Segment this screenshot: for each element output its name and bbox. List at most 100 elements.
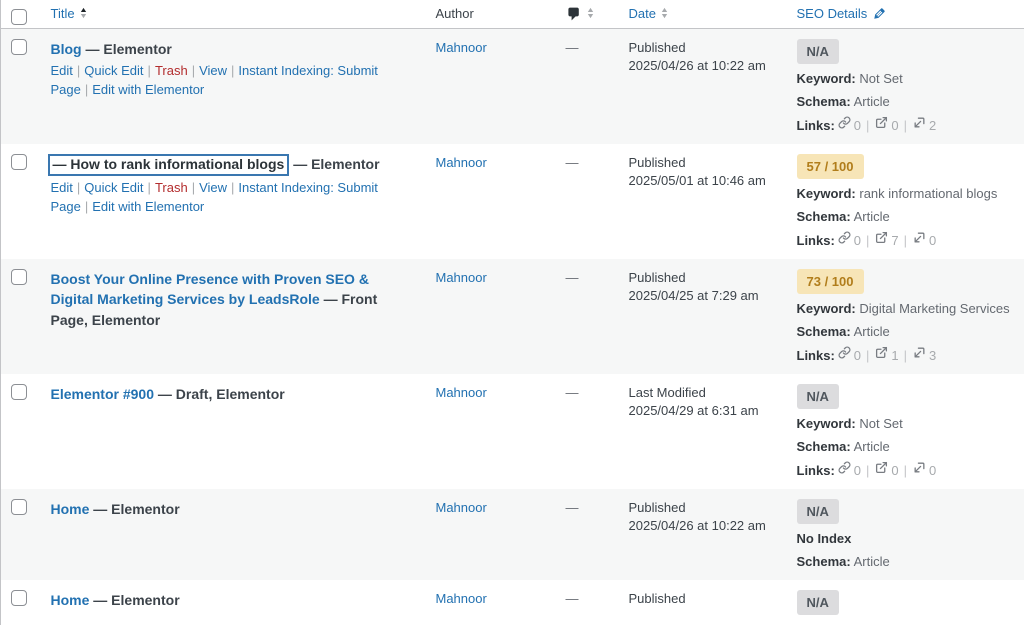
row-checkbox[interactable]: [11, 269, 27, 285]
internal-link-icon: [838, 461, 851, 478]
author-link[interactable]: Mahnoor: [436, 270, 487, 285]
page-title-link[interactable]: Blog: [51, 41, 82, 57]
select-all-checkbox[interactable]: [11, 9, 27, 25]
column-header-author: Author: [426, 0, 556, 28]
publish-status: Published: [629, 269, 777, 288]
incoming-links-count: 0: [927, 233, 938, 248]
quick-edit-action[interactable]: Quick Edit: [84, 63, 143, 78]
seo-noindex-line: No Index: [797, 530, 1015, 547]
sort-arrows-title: ▲▼: [80, 8, 87, 20]
edit-with-elementor-action[interactable]: Edit with Elementor: [92, 82, 204, 97]
links-label: Links:: [797, 233, 835, 248]
table-body: Blog — Elementor Edit | Quick Edit | Trash | V…: [1, 28, 1024, 625]
page-title: Home — Elementor: [51, 501, 180, 517]
date-cell: Published: [619, 580, 787, 625]
comments-cell: —: [556, 144, 619, 259]
keyword-label: Keyword:: [797, 416, 856, 431]
sort-title-link[interactable]: Title▲▼: [51, 6, 87, 21]
row-select-cell: [1, 580, 41, 625]
seo-column-label: SEO Details: [797, 6, 868, 21]
row-select-cell: [1, 489, 41, 580]
trash-action[interactable]: Trash: [155, 180, 188, 195]
sort-comments-link[interactable]: ▲▼: [566, 5, 594, 20]
internal-link-icon: [838, 116, 851, 133]
author-link[interactable]: Mahnoor: [436, 500, 487, 515]
publish-status: Published: [629, 154, 777, 173]
publish-datetime: 2025/04/26 at 10:22 am: [629, 57, 777, 76]
links-label: Links:: [797, 118, 835, 133]
page-title: — How to rank informational blogs — Elem…: [51, 156, 380, 172]
external-links-count: 1: [889, 348, 900, 363]
incoming-link-icon: [913, 231, 926, 248]
internal-link-icon: [838, 231, 851, 248]
date-cell: Published 2025/04/25 at 7:29 am: [619, 259, 787, 374]
trash-action[interactable]: Trash: [155, 63, 188, 78]
author-link[interactable]: Mahnoor: [436, 40, 487, 55]
publish-status: Published: [629, 39, 777, 58]
keyword-label: Keyword:: [797, 301, 856, 316]
seo-score-badge: 73 / 100: [797, 269, 864, 294]
date-cell: Last Modified 2025/04/29 at 6:31 am: [619, 374, 787, 489]
page-title: Blog — Elementor: [51, 41, 172, 57]
links-label: Links:: [797, 348, 835, 363]
comment-bubble-icon: [566, 6, 582, 22]
view-action[interactable]: View: [199, 63, 227, 78]
publish-datetime: 2025/05/01 at 10:46 am: [629, 172, 777, 191]
seo-schema-line: Schema: Article: [797, 553, 1015, 570]
page-title-link[interactable]: Boost Your Online Presence with Proven S…: [51, 271, 369, 308]
action-separator: |: [77, 63, 80, 78]
date-cell: Published 2025/05/01 at 10:46 am: [619, 144, 787, 259]
page-title: Elementor #900 — Draft, Elementor: [51, 386, 285, 402]
seo-details-cell: 73 / 100 Keyword: Digital Marketing Serv…: [787, 259, 1024, 374]
row-checkbox[interactable]: [11, 154, 27, 170]
author-link[interactable]: Mahnoor: [436, 155, 487, 170]
seo-details-link[interactable]: SEO Details: [797, 6, 868, 21]
seo-keyword-line: Keyword: rank informational blogs: [797, 185, 1015, 202]
schema-label: Schema:: [797, 439, 851, 454]
edit-action[interactable]: Edit: [51, 180, 73, 195]
page-title: Home — Elementor: [51, 592, 180, 608]
comments-count: —: [566, 385, 579, 400]
internal-links-count: 0: [852, 348, 863, 363]
schema-value: Article: [854, 94, 890, 109]
author-link[interactable]: Mahnoor: [436, 385, 487, 400]
comments-cell: —: [556, 580, 619, 625]
seo-score-badge: N/A: [797, 499, 839, 524]
action-separator: |: [231, 63, 234, 78]
action-separator: |: [231, 180, 234, 195]
seo-score-badge: 57 / 100: [797, 154, 864, 179]
page-title-link[interactable]: Home: [51, 592, 90, 608]
keyword-label: Keyword:: [797, 71, 856, 86]
schema-value: Article: [854, 554, 890, 569]
row-checkbox[interactable]: [11, 499, 27, 515]
publish-status: Last Modified: [629, 384, 777, 403]
schema-label: Schema:: [797, 324, 851, 339]
incoming-link-icon: [913, 461, 926, 478]
sort-date-link[interactable]: Date▲▼: [629, 6, 668, 21]
row-select-cell: [1, 259, 41, 374]
action-separator: |: [85, 82, 88, 97]
quick-edit-action[interactable]: Quick Edit: [84, 180, 143, 195]
row-checkbox[interactable]: [11, 39, 27, 55]
noindex-label: No Index: [797, 531, 852, 546]
schema-value: Article: [854, 439, 890, 454]
incoming-link-icon: [913, 346, 926, 363]
view-action[interactable]: View: [199, 180, 227, 195]
row-checkbox[interactable]: [11, 384, 27, 400]
keyword-value: Not Set: [859, 416, 902, 431]
seo-score-badge: N/A: [797, 384, 839, 409]
edit-action[interactable]: Edit: [51, 63, 73, 78]
page-title-link[interactable]: — How to rank informational blogs: [48, 154, 290, 177]
table-row: Elementor #900 — Draft, Elementor Mahnoo…: [1, 374, 1024, 489]
author-cell: Mahnoor: [426, 489, 556, 580]
page-title-link[interactable]: Elementor #900: [51, 386, 155, 402]
title-cell: Home — Elementor: [41, 580, 426, 625]
action-separator: |: [77, 180, 80, 195]
page-title-link[interactable]: Home: [51, 501, 90, 517]
edit-with-elementor-action[interactable]: Edit with Elementor: [92, 199, 204, 214]
edit-pencil-icon[interactable]: [872, 6, 887, 21]
seo-keyword-line: Keyword: Digital Marketing Services: [797, 300, 1015, 317]
internal-links-count: 0: [852, 463, 863, 478]
date-column-label: Date: [629, 6, 656, 21]
